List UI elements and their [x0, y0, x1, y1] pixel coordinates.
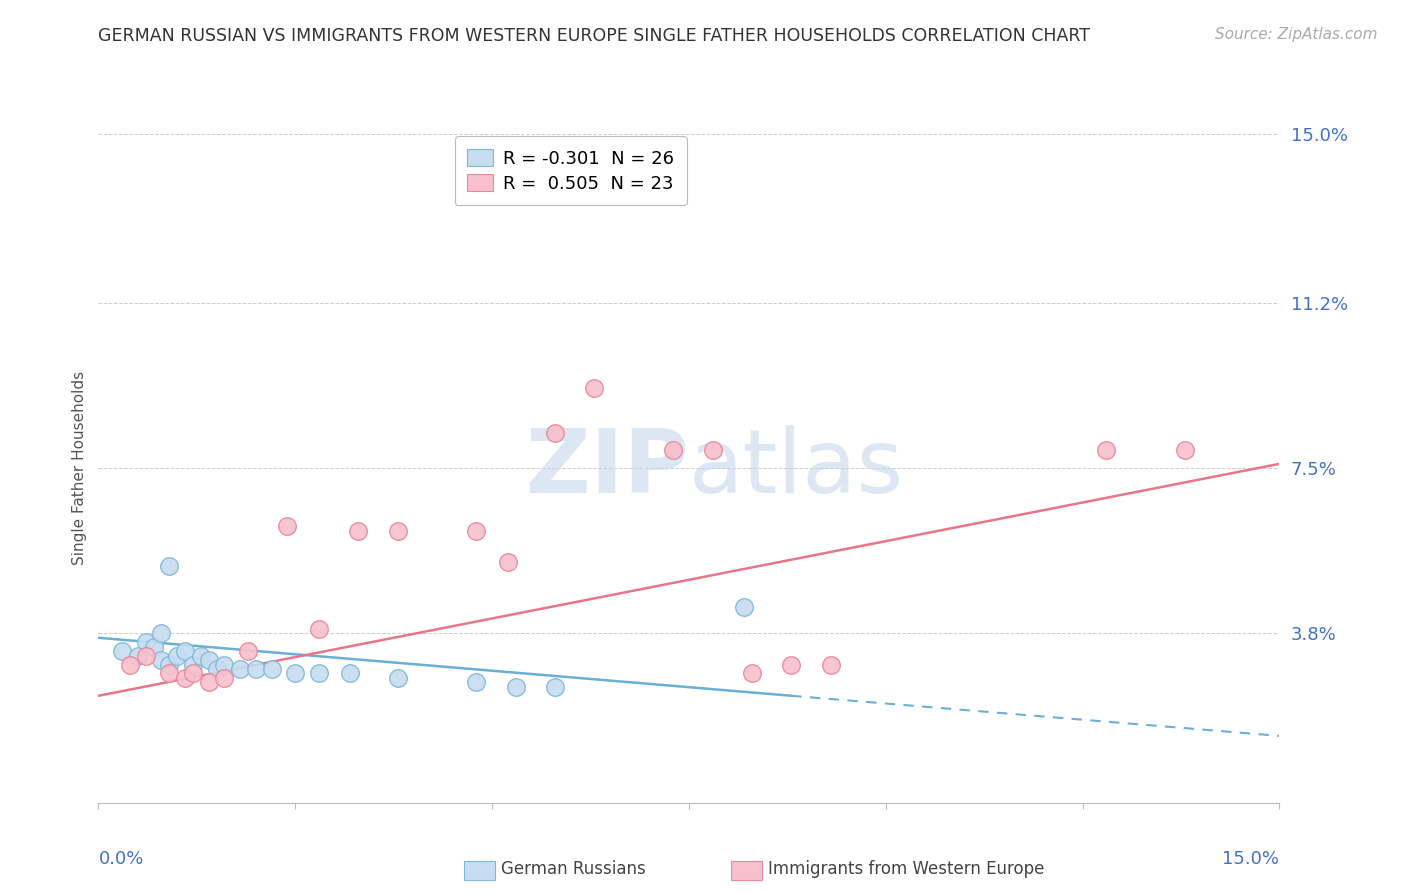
Point	[1095, 443, 1118, 458]
Point	[465, 675, 488, 690]
Point	[174, 671, 197, 685]
Point	[339, 666, 361, 681]
Point	[135, 648, 157, 663]
Point	[205, 662, 228, 676]
Point	[157, 666, 180, 681]
Text: 0.0%: 0.0%	[98, 849, 143, 868]
Point	[181, 657, 204, 672]
Point	[465, 524, 488, 538]
Point	[181, 666, 204, 681]
Point	[245, 662, 267, 676]
Legend: R = -0.301  N = 26, R =  0.505  N = 23: R = -0.301 N = 26, R = 0.505 N = 23	[454, 136, 688, 205]
Point	[260, 662, 283, 676]
Point	[284, 666, 307, 681]
Point	[197, 653, 219, 667]
Point	[347, 524, 370, 538]
Point	[583, 381, 606, 395]
Text: Immigrants from Western Europe: Immigrants from Western Europe	[768, 860, 1045, 878]
Text: ZIP: ZIP	[526, 425, 689, 512]
Point	[157, 657, 180, 672]
Point	[387, 524, 409, 538]
Point	[111, 644, 134, 658]
Point	[702, 443, 724, 458]
Point	[142, 640, 165, 654]
Point	[118, 657, 141, 672]
Point	[820, 657, 842, 672]
Point	[135, 635, 157, 649]
Point	[662, 443, 685, 458]
Point	[544, 425, 567, 440]
Text: 15.0%: 15.0%	[1222, 849, 1279, 868]
Point	[780, 657, 803, 672]
Point	[190, 648, 212, 663]
Point	[150, 653, 173, 667]
Point	[496, 555, 519, 569]
Point	[166, 648, 188, 663]
Y-axis label: Single Father Households: Single Father Households	[72, 371, 87, 566]
Text: German Russians: German Russians	[501, 860, 645, 878]
Point	[276, 519, 298, 533]
Point	[157, 559, 180, 574]
Point	[505, 680, 527, 694]
Point	[229, 662, 252, 676]
Point	[214, 671, 236, 685]
Text: GERMAN RUSSIAN VS IMMIGRANTS FROM WESTERN EUROPE SINGLE FATHER HOUSEHOLDS CORREL: GERMAN RUSSIAN VS IMMIGRANTS FROM WESTER…	[98, 27, 1091, 45]
Point	[544, 680, 567, 694]
Point	[741, 666, 763, 681]
Point	[214, 657, 236, 672]
Point	[197, 675, 219, 690]
Point	[308, 622, 330, 636]
Point	[174, 644, 197, 658]
Point	[236, 644, 259, 658]
Point	[733, 599, 755, 614]
Point	[127, 648, 149, 663]
Point	[1174, 443, 1197, 458]
Text: atlas: atlas	[689, 425, 904, 512]
Text: Source: ZipAtlas.com: Source: ZipAtlas.com	[1215, 27, 1378, 42]
Point	[387, 671, 409, 685]
Point	[150, 626, 173, 640]
Point	[308, 666, 330, 681]
